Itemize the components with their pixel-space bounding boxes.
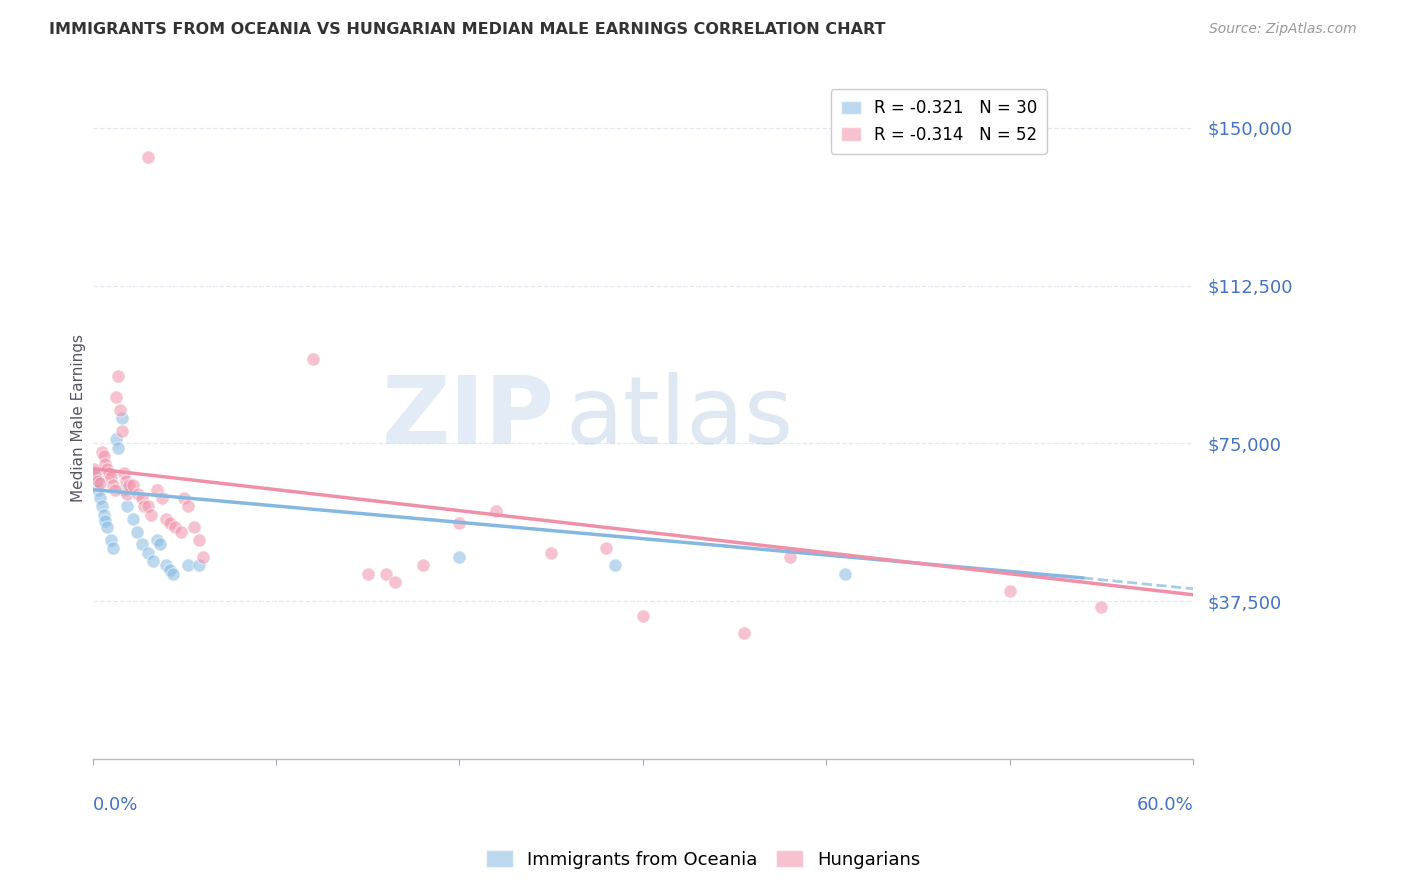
Point [112, 466, 135, 480]
Text: 0.0%: 0.0% [93, 797, 138, 814]
Point [105, 432, 128, 446]
Point [191, 549, 214, 564]
Point [87, 483, 110, 497]
Point [146, 533, 169, 547]
Point [100, 470, 122, 484]
Point [412, 558, 434, 573]
Y-axis label: Median Male Earnings: Median Male Earnings [72, 334, 86, 502]
Point [122, 512, 145, 526]
Point [89, 491, 111, 505]
Point [183, 520, 205, 534]
Point [132, 500, 155, 514]
Point [104, 483, 127, 497]
Point [384, 575, 406, 590]
Point [155, 512, 177, 526]
Point [101, 541, 124, 556]
Legend: Immigrants from Oceania, Hungarians: Immigrants from Oceania, Hungarians [478, 843, 928, 876]
Point [112, 483, 135, 497]
Point [149, 537, 172, 551]
Point [83, 466, 105, 480]
Point [100, 533, 122, 547]
Text: Source: ZipAtlas.com: Source: ZipAtlas.com [1209, 22, 1357, 37]
Point [117, 487, 139, 501]
Point [159, 562, 181, 576]
Point [111, 411, 134, 425]
Point [127, 487, 149, 501]
Point [834, 566, 856, 581]
Point [89, 476, 111, 491]
Point [631, 608, 654, 623]
Legend: R = -0.321   N = 30, R = -0.314   N = 52: R = -0.321 N = 30, R = -0.314 N = 52 [831, 89, 1047, 153]
Point [114, 474, 136, 488]
Point [122, 478, 145, 492]
Point [107, 441, 129, 455]
Point [188, 558, 211, 573]
Point [90, 444, 112, 458]
Point [449, 516, 471, 531]
Point [101, 478, 124, 492]
Point [94, 514, 117, 528]
Point [605, 558, 627, 573]
Point [146, 483, 169, 497]
Point [131, 537, 153, 551]
Point [357, 566, 380, 581]
Text: ZIP: ZIP [382, 372, 555, 464]
Point [165, 520, 187, 534]
Point [540, 546, 562, 560]
Point [87, 474, 110, 488]
Point [141, 508, 163, 522]
Point [733, 625, 755, 640]
Point [301, 352, 323, 367]
Point [98, 466, 121, 480]
Point [118, 478, 141, 492]
Point [449, 549, 471, 564]
Point [93, 508, 115, 522]
Point [159, 516, 181, 531]
Point [375, 566, 398, 581]
Point [117, 500, 139, 514]
Point [150, 491, 173, 505]
Point [485, 503, 508, 517]
Point [170, 524, 193, 539]
Point [177, 500, 200, 514]
Point [595, 541, 617, 556]
Point [94, 458, 117, 472]
Point [136, 150, 159, 164]
Point [136, 500, 159, 514]
Point [83, 461, 105, 475]
Point [155, 558, 177, 573]
Point [173, 491, 195, 505]
Point [105, 390, 128, 404]
Point [131, 491, 153, 505]
Point [162, 566, 184, 581]
Text: atlas: atlas [565, 372, 794, 464]
Point [142, 554, 165, 568]
Text: 60.0%: 60.0% [1136, 797, 1194, 814]
Point [90, 500, 112, 514]
Point [84, 467, 107, 482]
Point [177, 558, 200, 573]
Point [1090, 600, 1112, 615]
Point [93, 449, 115, 463]
Point [96, 520, 118, 534]
Point [188, 533, 211, 547]
Point [779, 549, 801, 564]
Text: IMMIGRANTS FROM OCEANIA VS HUNGARIAN MEDIAN MALE EARNINGS CORRELATION CHART: IMMIGRANTS FROM OCEANIA VS HUNGARIAN MED… [49, 22, 886, 37]
Point [111, 424, 134, 438]
Point [108, 402, 131, 417]
Point [125, 524, 148, 539]
Point [998, 583, 1021, 598]
Point [107, 369, 129, 384]
Point [96, 461, 118, 475]
Point [84, 474, 107, 488]
Point [136, 546, 159, 560]
